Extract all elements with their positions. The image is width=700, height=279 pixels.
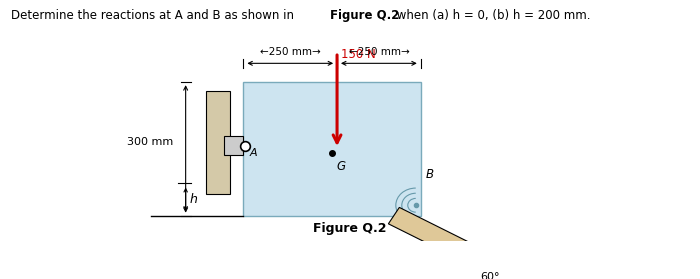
Text: Figure Q.2: Figure Q.2 — [330, 9, 400, 22]
Text: Determine the reactions at A and B as shown in: Determine the reactions at A and B as sh… — [11, 9, 298, 22]
Text: ←250 mm→: ←250 mm→ — [349, 47, 410, 57]
Text: when (a) h = 0, (b) h = 200 mm.: when (a) h = 0, (b) h = 200 mm. — [393, 9, 590, 22]
Text: G: G — [336, 160, 345, 173]
Text: h: h — [190, 193, 197, 206]
Bar — [223, 136, 244, 155]
Bar — [206, 91, 230, 194]
Text: Figure Q.2: Figure Q.2 — [314, 222, 386, 235]
Text: 300 mm: 300 mm — [127, 137, 174, 147]
Text: ←250 mm→: ←250 mm→ — [260, 47, 321, 57]
Bar — [244, 82, 421, 216]
Text: B: B — [426, 168, 434, 181]
Text: A: A — [249, 148, 257, 158]
Text: 150 N: 150 N — [341, 48, 376, 61]
Text: 60°: 60° — [480, 272, 500, 279]
Bar — [389, 207, 503, 275]
